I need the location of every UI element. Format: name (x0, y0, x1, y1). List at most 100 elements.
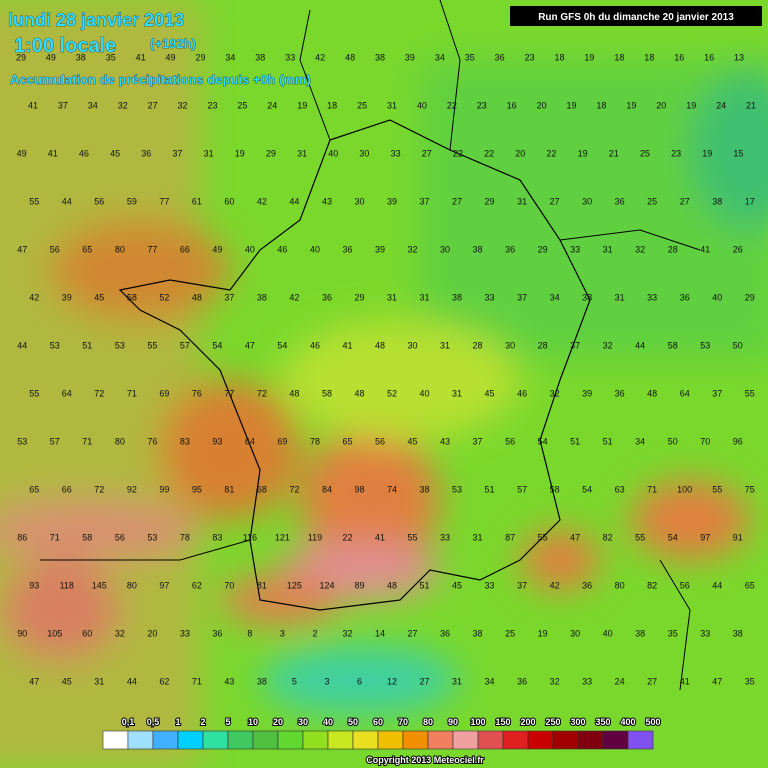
map-value: 18 (614, 52, 624, 62)
map-value: 22 (546, 148, 556, 158)
map-value: 38 (473, 628, 483, 638)
map-value: 37 (473, 436, 483, 446)
map-value: 43 (440, 436, 450, 446)
map-value: 30 (408, 340, 418, 350)
map-value: 34 (88, 100, 98, 110)
map-value: 89 (354, 580, 364, 590)
map-value: 55 (635, 532, 645, 542)
map-value: 55 (147, 340, 157, 350)
map-value: 45 (110, 148, 120, 158)
map-value: 72 (94, 388, 104, 398)
legend-swatch (452, 730, 479, 750)
map-value: 19 (538, 628, 548, 638)
map-value: 31 (387, 100, 397, 110)
map-value: 45 (62, 676, 72, 686)
map-value: 40 (310, 244, 320, 254)
map-value: 35 (668, 628, 678, 638)
map-value: 38 (635, 628, 645, 638)
legend-swatch (302, 730, 329, 750)
map-value: 30 (440, 244, 450, 254)
map-value: 30 (354, 196, 364, 206)
map-value: 93 (29, 580, 39, 590)
map-value: 76 (147, 436, 157, 446)
legend-swatch (327, 730, 354, 750)
map-value: 32 (408, 244, 418, 254)
map-value: 47 (245, 340, 255, 350)
map-value: 23 (207, 100, 217, 110)
map-value: 40 (245, 244, 255, 254)
map-value: 65 (745, 580, 755, 590)
map-value: 74 (387, 484, 397, 494)
map-value: 53 (50, 340, 60, 350)
map-value: 31 (615, 292, 625, 302)
map-value: 68 (257, 484, 267, 494)
map-value: 48 (289, 388, 299, 398)
map-value: 37 (224, 292, 234, 302)
map-value: 48 (375, 340, 385, 350)
map-value: 18 (596, 100, 606, 110)
map-value: 57 (517, 484, 527, 494)
map-value: 29 (745, 292, 755, 302)
map-value: 33 (570, 244, 580, 254)
map-value: 55 (745, 388, 755, 398)
map-value: 44 (127, 676, 137, 686)
map-value: 51 (570, 436, 580, 446)
legend-swatch (252, 730, 279, 750)
map-value: 19 (686, 100, 696, 110)
map-value: 32 (178, 100, 188, 110)
map-value: 19 (567, 100, 577, 110)
title: lundi 28 janvier 2013 (8, 10, 184, 30)
map-value: 44 (62, 196, 72, 206)
map-value: 71 (647, 484, 657, 494)
map-value: 96 (733, 436, 743, 446)
legend-label: 90 (448, 717, 458, 727)
map-value: 22 (342, 532, 352, 542)
map-value: 27 (680, 196, 690, 206)
map-value: 54 (212, 340, 222, 350)
map-value: 19 (584, 52, 594, 62)
map-value: 27 (422, 148, 432, 158)
map-value: 36 (680, 292, 690, 302)
map-value: 55 (29, 388, 39, 398)
map-value: 49 (166, 52, 176, 62)
map-value: 65 (82, 244, 92, 254)
map-value: 18 (555, 52, 565, 62)
map-value: 92 (127, 484, 137, 494)
map-value: 48 (192, 292, 202, 302)
map-value: 72 (257, 388, 267, 398)
legend-label: 60 (373, 717, 383, 727)
map-value: 64 (680, 388, 690, 398)
map-value: 3 (280, 628, 285, 638)
map-value: 38 (473, 244, 483, 254)
map-value: 29 (266, 148, 276, 158)
map-value: 56 (115, 532, 125, 542)
map-value: 56 (505, 436, 515, 446)
map-value: 31 (452, 388, 462, 398)
map-value: 29 (538, 244, 548, 254)
map-value: 83 (212, 532, 222, 542)
map-value: 58 (550, 484, 560, 494)
map-value: 19 (235, 148, 245, 158)
map-value: 30 (582, 196, 592, 206)
map-value: 31 (420, 292, 430, 302)
map-value: 56 (94, 196, 104, 206)
map-value: 30 (505, 340, 515, 350)
map-value: 31 (440, 340, 450, 350)
map-value: 21 (609, 148, 619, 158)
map-value: 29 (195, 52, 205, 62)
legend-swatch (202, 730, 229, 750)
legend-label: 40 (323, 717, 333, 727)
map-value: 87 (505, 532, 515, 542)
map-value: 38 (375, 52, 385, 62)
map-value: 40 (417, 100, 427, 110)
map-value: 69 (277, 436, 287, 446)
map-value: 38 (76, 52, 86, 62)
map-value: 60 (82, 628, 92, 638)
map-value: 80 (127, 580, 137, 590)
map-value: 23 (525, 52, 535, 62)
map-value: 32 (115, 628, 125, 638)
map-value: 38 (582, 292, 592, 302)
map-value: 44 (289, 196, 299, 206)
map-value: 42 (289, 292, 299, 302)
map-value: 80 (115, 436, 125, 446)
